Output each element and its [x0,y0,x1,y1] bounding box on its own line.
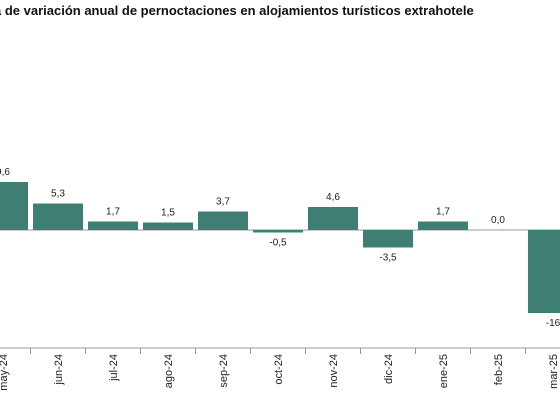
x-tick-label-ene-25: ene-25 [438,354,450,388]
bar-jun-24 [33,203,83,230]
bar-nov-24 [308,207,358,230]
x-tick-label-jul-24: jul-24 [108,354,120,382]
x-tick-label-dic-24: dic-24 [383,354,395,384]
bar-jul-24 [88,221,138,230]
bar-dic-24 [363,230,413,248]
bar-may-24 [0,182,28,230]
bar-oct-24 [253,230,303,233]
data-label-may-24: 9,6 [0,167,10,178]
bar-sep-24 [198,211,248,230]
data-label-mar-25: -16 [546,318,560,329]
x-tick-label-may-24: may-24 [0,354,10,391]
data-label-jun-24: 5,3 [51,189,65,200]
bar-ago-24 [143,222,193,230]
data-label-dic-24: -3,5 [379,253,397,264]
chart-title: a de variación anual de pernoctaciones e… [0,3,474,18]
x-tick-label-jun-24: jun-24 [53,354,65,386]
data-label-ago-24: 1,5 [161,208,175,219]
x-tick-label-feb-25: feb-25 [493,354,505,385]
data-label-ene-25: 1,7 [436,207,450,218]
data-label-nov-24: 4,6 [326,192,340,203]
data-label-feb-25: 0,0 [491,215,505,226]
data-label-jul-24: 1,7 [106,207,120,218]
x-tick-label-ago-24: ago-24 [163,354,175,388]
data-label-sep-24: 3,7 [216,197,230,208]
bar-mar-25 [528,230,560,313]
x-tick-label-sep-24: sep-24 [218,354,230,388]
x-tick-label-mar-25: mar-25 [548,354,560,389]
bar-ene-25 [418,221,468,230]
x-tick-label-oct-24: oct-24 [273,354,285,385]
x-tick-label-nov-24: nov-24 [328,354,340,388]
data-label-oct-24: -0,5 [269,238,287,249]
